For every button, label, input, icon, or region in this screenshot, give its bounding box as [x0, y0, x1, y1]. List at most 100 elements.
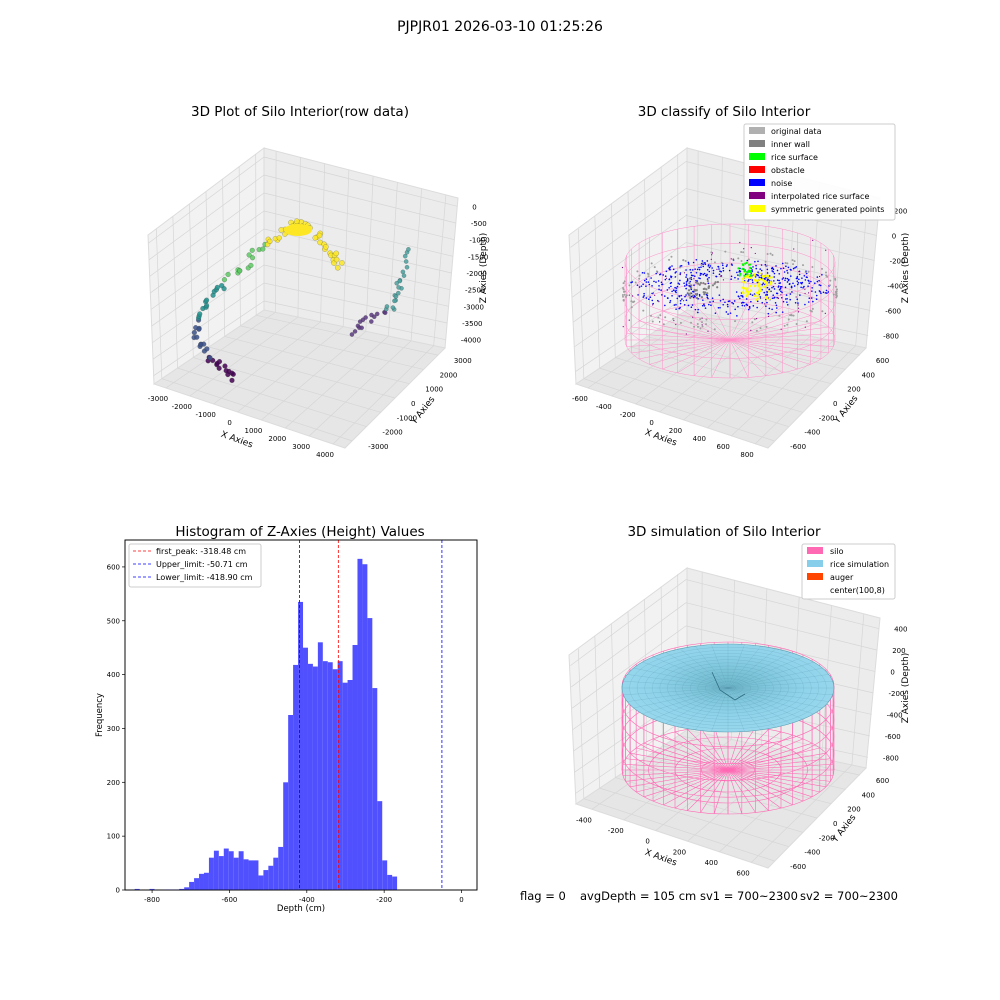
original-point: [811, 307, 814, 310]
noise-point: [712, 272, 715, 274]
original-point: [705, 318, 708, 321]
y-tick-label: 1000: [425, 386, 443, 394]
z-tick-label: -400: [887, 711, 903, 719]
inner-wall-point: [706, 279, 710, 283]
noise-point: [726, 303, 729, 306]
interpolated-point: [692, 316, 694, 318]
noise-point: [766, 294, 769, 296]
noise-point: [657, 299, 659, 302]
noise-point: [820, 292, 822, 295]
noise-point: [686, 278, 689, 280]
noise-point: [698, 295, 701, 297]
symmetric-point: [764, 284, 768, 287]
original-point: [821, 267, 824, 270]
original-point: [720, 261, 723, 264]
y-gridline-floor: [583, 378, 775, 442]
y-tick-label: -3000: [368, 443, 388, 451]
noise-point: [722, 303, 725, 306]
noise-point: [725, 311, 728, 313]
inner-wall-point: [690, 284, 693, 287]
noise-point: [674, 276, 677, 278]
raw-data-point: [246, 252, 252, 258]
raw-data-point: [198, 342, 204, 348]
rice-mesh-spoke: [727, 680, 833, 689]
noise-point: [763, 291, 766, 294]
noise-point: [779, 287, 782, 290]
original-point: [805, 320, 808, 323]
noise-point: [647, 281, 650, 283]
interpolated-point: [722, 279, 725, 281]
y-tick-label: 400: [862, 791, 875, 799]
noise-point: [782, 267, 785, 269]
noise-point: [685, 281, 688, 283]
noise-point: [701, 260, 704, 262]
z-gridline-left: [150, 210, 265, 294]
noise-point: [780, 296, 783, 299]
rice-surface-point: [741, 263, 744, 266]
noise-point: [698, 266, 700, 269]
noise-point: [679, 302, 682, 305]
rice-mesh-spoke: [642, 687, 729, 714]
noise-point: [780, 290, 782, 293]
noise-point: [652, 302, 654, 305]
noise-point: [798, 278, 800, 281]
noise-point: [645, 278, 648, 280]
noise-point: [728, 269, 731, 272]
noise-point: [751, 269, 753, 271]
z-tick-label: -600: [885, 308, 901, 316]
y-tick-label: -200: [819, 834, 835, 842]
original-point: [791, 259, 794, 262]
noise-point: [694, 295, 696, 298]
noise-point: [687, 261, 690, 264]
legend-label: Upper_limit: -50.71 cm: [156, 560, 248, 569]
raw-data-point: [339, 260, 345, 266]
x-tick-label: 800: [740, 451, 753, 459]
interpolated-point: [804, 288, 806, 290]
noise-point: [698, 277, 700, 279]
interpolated-point: [654, 294, 656, 296]
y-tick-label: 2000: [440, 371, 458, 379]
y-gridline-floor: [161, 378, 353, 442]
x-tick-label: -600: [572, 395, 588, 403]
noise-point: [768, 281, 770, 284]
y-gridline-floor: [583, 798, 775, 862]
x-tick-label: 400: [705, 859, 718, 867]
silo-floor-spoke: [631, 326, 731, 341]
inner-wall-point: [695, 281, 698, 284]
histogram-bar: [253, 860, 259, 890]
rice-surface-point: [741, 267, 744, 270]
legend-swatch: [807, 586, 823, 593]
histogram-bar: [347, 680, 353, 890]
noise-point: [673, 289, 675, 292]
y-gridline-floor: [240, 325, 424, 370]
raw-data-point: [384, 304, 390, 309]
rice-surface-point: [743, 274, 746, 277]
noise-point: [770, 267, 773, 270]
histogram-bar: [208, 857, 214, 890]
y-tick-label: 500: [107, 617, 120, 625]
y-gridline-floor: [208, 346, 396, 399]
rice-mesh-spoke: [633, 687, 729, 709]
noise-point: [685, 284, 688, 286]
noise-point: [746, 304, 749, 307]
y-tick-label: 0: [411, 400, 415, 408]
original-point: [825, 271, 828, 274]
noise-point: [702, 299, 704, 301]
noise-point: [742, 296, 744, 298]
raw-data-point: [406, 247, 411, 252]
noise-point: [692, 290, 694, 293]
x-tick-label: 0: [227, 419, 231, 427]
panel-classify-3d: 3D classify of Silo Interior -600 -400 -20…: [568, 104, 911, 459]
inner-wall-point: [711, 284, 715, 287]
original-point: [755, 329, 758, 332]
interpolated-point: [739, 241, 741, 244]
raw-3d-z-ticks: 0 -500 -1000 -1500 -2000 -2500 -3000 -3500 -4000: [461, 203, 490, 344]
original-point: [724, 250, 727, 253]
noise-point: [786, 272, 789, 274]
noise-point: [783, 271, 786, 273]
raw-data-point: [403, 259, 409, 264]
y-gridline-wall: [611, 203, 616, 358]
histogram-bar: [273, 857, 279, 890]
interpolated-point: [732, 258, 734, 260]
z-gridline-right: [685, 296, 869, 336]
